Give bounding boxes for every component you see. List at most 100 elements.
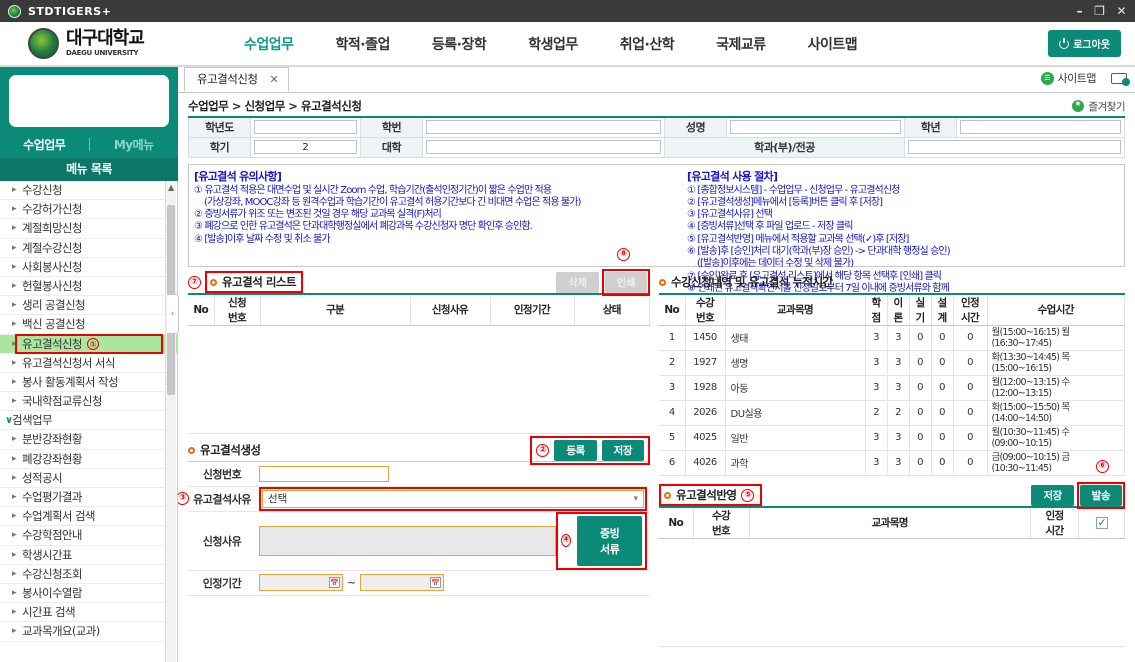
logout-label: 로그아웃 bbox=[1073, 40, 1110, 51]
input-period-from[interactable]: 📅 bbox=[259, 574, 343, 591]
select-reason[interactable]: 선택 ▾ bbox=[262, 489, 644, 508]
nav-item-3[interactable]: 학생업무 bbox=[528, 36, 578, 53]
sidebar-item-14[interactable]: 폐강강좌현황 bbox=[0, 450, 177, 469]
field-semester[interactable]: 2 bbox=[254, 140, 357, 154]
sidebar-item-18[interactable]: 수강학점안내 bbox=[0, 526, 177, 546]
absence-list-empty-row bbox=[188, 325, 650, 434]
nav-item-4[interactable]: 취업·산학 bbox=[619, 36, 675, 53]
sidebar-item-8[interactable]: 유고결석신청 ① bbox=[0, 334, 177, 354]
sidebar-item-22[interactable]: 시간표 검색 bbox=[0, 603, 177, 623]
popup-window-icon[interactable] bbox=[1111, 72, 1130, 86]
select-all-checkbox[interactable] bbox=[1095, 516, 1108, 529]
sidebar-item-7[interactable]: 백신 공결신청 bbox=[0, 315, 177, 335]
sidebar-item-label: 수강허가신청 bbox=[22, 202, 82, 217]
sidebar-item-0[interactable]: 수강신청 bbox=[0, 181, 177, 200]
field-student-no[interactable] bbox=[426, 120, 661, 135]
nav-item-2[interactable]: 등록·장학 bbox=[431, 36, 487, 53]
sidebar-item-13[interactable]: 분반강좌현황 bbox=[0, 430, 177, 450]
notice-left-lines-line-2: ② 증빙서류가 위조 또는 변조된 것일 경우 해당 교과목 실격(F)처리 bbox=[194, 209, 442, 221]
table-row[interactable]: 1 1450 생태 3 3 0 0 0 월(15:00~16:15) 월(16:30~17:45… bbox=[659, 325, 1125, 351]
save-apply-button[interactable]: 저장 bbox=[1031, 484, 1074, 506]
sidebar-tab-mymenu[interactable]: My메뉴 bbox=[113, 138, 154, 152]
sidebar-item-11[interactable]: 국내학점교류신청 bbox=[0, 392, 177, 411]
nav-item-5[interactable]: 국제교류 bbox=[716, 36, 766, 53]
nav-item-0[interactable]: 수업업무 bbox=[244, 36, 294, 53]
sidebar-item-label: 헌혈봉사신청 bbox=[22, 278, 82, 293]
notice-right-lines-line-1: ② [유고결석생성]메뉴에서 [등록]버튼 클릭 후 [저장] bbox=[687, 196, 883, 208]
content-tab[interactable]: 유고결석신청 ✕ bbox=[184, 67, 290, 92]
sidebar-item-6[interactable]: 생리 공결신청 bbox=[0, 296, 177, 316]
list-section-title: 유고결석 리스트 bbox=[222, 275, 297, 289]
sidebar-item-5[interactable]: 헌혈봉사신청 bbox=[0, 277, 177, 296]
field-college[interactable] bbox=[426, 140, 661, 154]
register-button[interactable]: 등록 bbox=[554, 439, 597, 461]
content-tabbar: 유고결석신청 ✕ ☰ 사이트맵 bbox=[178, 67, 1135, 93]
field-grade[interactable] bbox=[960, 120, 1121, 135]
close-button[interactable]: ✕ bbox=[1116, 4, 1127, 18]
sidebar-scrollbar[interactable]: ▲ bbox=[165, 181, 176, 662]
send-button[interactable]: 발송 bbox=[1079, 484, 1122, 506]
field-student-no-cell[interactable] bbox=[422, 116, 665, 138]
nav-item-1[interactable]: 학적·졸업 bbox=[335, 36, 391, 53]
logout-button[interactable]: 로그아웃 bbox=[1048, 30, 1121, 57]
course-cell-code: 4025 bbox=[685, 425, 726, 451]
calendar-icon[interactable]: 📅 bbox=[329, 577, 340, 588]
sidebar-item-12[interactable]: 검색업무 bbox=[0, 411, 177, 431]
anno-3: ③ bbox=[178, 491, 189, 505]
sitemap-link[interactable]: ☰ 사이트맵 bbox=[1040, 70, 1097, 86]
delete-button[interactable]: 삭제 bbox=[556, 271, 599, 293]
input-period-to[interactable]: 📅 bbox=[360, 574, 445, 591]
input-detail-reason[interactable] bbox=[259, 525, 556, 556]
field-department[interactable] bbox=[908, 140, 1121, 154]
notice-right-lines-line-3: ④ [증빙서류]선택 후 파일 업로드 - 저장 클릭 bbox=[687, 221, 853, 233]
save-create-button[interactable]: 저장 bbox=[601, 439, 644, 461]
field-grade-cell[interactable] bbox=[956, 116, 1125, 138]
table-row[interactable]: 6 4026 과학 3 3 0 0 0 금(09:00~10:15) 금(10:30~11:45… bbox=[659, 450, 1125, 476]
sidebar-item-2[interactable]: 계절희망신청 bbox=[0, 219, 177, 239]
calendar-icon[interactable]: 📅 bbox=[430, 577, 442, 588]
print-button[interactable]: 인쇄 bbox=[604, 271, 647, 293]
field-college-cell[interactable] bbox=[422, 136, 665, 158]
field-semester-cell[interactable]: 2 bbox=[250, 136, 361, 158]
table-row[interactable]: 4 2026 DU실용 2 2 0 0 0 화(15:00~15:50) 목(14:00~14:… bbox=[659, 400, 1125, 426]
sidebar-collapse-button[interactable]: ‹ bbox=[167, 294, 179, 334]
minimize-button[interactable]: – bbox=[1076, 4, 1084, 18]
sidebar-item-3[interactable]: 계절수강신청 bbox=[0, 239, 177, 258]
sidebar-item-21[interactable]: 봉사이수열람 bbox=[0, 584, 177, 603]
sidebar-item-10[interactable]: 봉사 활동계획서 작성 bbox=[0, 373, 177, 392]
favorite-button[interactable]: 즐겨찾기 bbox=[1072, 99, 1125, 114]
field-name-cell[interactable] bbox=[726, 116, 905, 138]
table-row[interactable]: 3 1928 아동 3 3 0 0 0 월(12:00~13:15) 수(12:00~13:15… bbox=[659, 375, 1125, 401]
field-name[interactable] bbox=[730, 120, 901, 135]
field-department-cell[interactable] bbox=[904, 136, 1125, 158]
sidebar-item-9[interactable]: 유고결석신청서 서식 bbox=[0, 354, 177, 373]
nav-item-6[interactable]: 사이트맵 bbox=[807, 36, 858, 53]
course-cell-theory: 3 bbox=[887, 350, 910, 376]
maximize-button[interactable]: ❐ bbox=[1094, 4, 1106, 18]
table-row[interactable]: 5 4025 일반 3 3 0 0 0 월(10:30~11:45) 수(09:00~10:15… bbox=[659, 425, 1125, 451]
sidebar-search-box[interactable] bbox=[9, 75, 169, 127]
sidebar-item-15[interactable]: 성적공시 bbox=[0, 469, 177, 488]
sidebar-item-20[interactable]: 수강신청조회 bbox=[0, 565, 177, 584]
field-year[interactable] bbox=[254, 120, 357, 135]
evidence-upload-button[interactable]: 증빙서류 bbox=[577, 515, 642, 566]
sidebar-item-23[interactable]: 교과목개요(교과) bbox=[0, 622, 177, 642]
sidebar-item-16[interactable]: 수업평가결과 bbox=[0, 488, 177, 507]
content-tab-close-icon[interactable]: ✕ bbox=[269, 73, 279, 86]
sidebar-item-1[interactable]: 수강허가신청 bbox=[0, 200, 177, 220]
sidebar-item-4[interactable]: 사회봉사신청 bbox=[0, 258, 177, 277]
sidebar-item-label: 생리 공결신청 bbox=[22, 298, 86, 313]
notice-left-lines-line-1: (가상강좌, MOOC강좌 등 원격수업과 학습기간이 유고결석 허용기간보다 … bbox=[204, 196, 581, 208]
course-section-bar: 수강신청내역 및 유고결석 누적시간 bbox=[659, 272, 1125, 293]
sidebar-item-17[interactable]: 수업계획서 검색 bbox=[0, 507, 177, 527]
student-info-form: 학년도 학번 성명 학년 학기 2 대학 학과(부)/전공 bbox=[178, 116, 1135, 158]
label-name: 성명 bbox=[664, 116, 727, 138]
input-request-no[interactable] bbox=[259, 465, 389, 482]
sidebar-tab-primary[interactable]: 수업업무 bbox=[23, 138, 66, 152]
field-year-cell[interactable] bbox=[250, 116, 361, 138]
table-row[interactable]: 2 1927 생명 3 3 0 0 0 화(13:30~14:45) 목(15:00~16:15… bbox=[659, 350, 1125, 376]
scroll-up-icon[interactable]: ▲ bbox=[168, 183, 175, 192]
sidebar-item-19[interactable]: 학생시간표 bbox=[0, 546, 177, 565]
course-cell-design: 0 bbox=[931, 425, 954, 451]
